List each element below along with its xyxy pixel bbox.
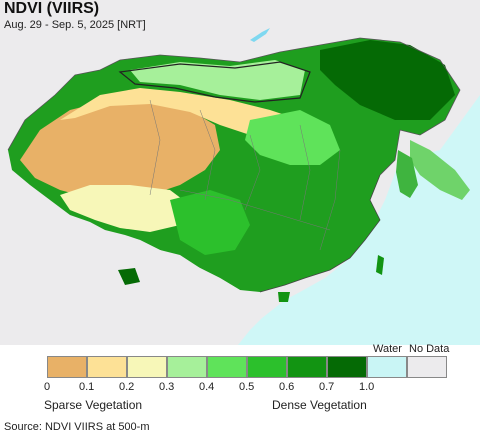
legend-tick-2: 0.2 [119,381,135,393]
northeast-dense [320,40,455,120]
legend-tick-8: 1.0 [359,381,375,393]
korea-peninsula [396,150,418,198]
legend-swatch-0 [47,356,87,378]
legend-swatch-5 [247,356,287,378]
map-subtitle: Aug. 29 - Sep. 5, 2025 [NRT] [4,19,146,31]
legend-swatch-nodata [407,356,447,378]
coastline [259,174,381,293]
legend-tick-6: 0.6 [279,381,295,393]
semi-arid-band [60,88,300,135]
ndvi-legend: Water No Data 0 0.1 0.2 0.3 0.4 0.5 0.6 … [0,343,480,435]
sparse-west [20,100,220,200]
japan-island [410,140,470,200]
legend-swatch-3 [167,356,207,378]
legend-tick-5: 0.5 [239,381,255,393]
water-label: Water [373,343,402,355]
mongolia-boundary [118,61,311,103]
mongolia-light [130,60,305,100]
legend-swatch-2 [127,356,167,378]
taiwan-island [376,255,384,275]
legend-tick-7: 0.7 [319,381,335,393]
nodata-label: No Data [409,343,450,355]
north-central [245,110,340,165]
legend-tick-3: 0.3 [159,381,175,393]
dense-vegetation-label: Dense Vegetation [272,398,367,412]
legend-swatch-1 [87,356,127,378]
legend-tick-4: 0.4 [199,381,215,393]
legend-tick-1: 0.1 [79,381,95,393]
national-boundary [7,37,461,176]
province-lines [149,99,341,251]
legend-swatch-water [367,356,407,378]
legend-tick-0: 0 [44,381,51,393]
southwest-mixed [170,190,250,255]
bangladesh-mark [118,268,140,285]
legend-swatch-7 [327,356,367,378]
lake-baikal [250,28,270,42]
southeast-asia-land [120,235,240,345]
map-title: NDVI (VIIRS) [4,0,100,17]
plateau-pale [60,185,190,232]
legend-swatch-6 [287,356,327,378]
ndvi-map: NDVI (VIIRS) Aug. 29 - Sep. 5, 2025 [NRT… [0,0,480,345]
legend-swatch-4 [207,356,247,378]
sparse-vegetation-label: Sparse Vegetation [44,398,143,412]
source-note: Source: NDVI VIIRS at 500-m [4,421,150,433]
map-canvas [0,0,480,345]
hainan-island [278,292,290,302]
